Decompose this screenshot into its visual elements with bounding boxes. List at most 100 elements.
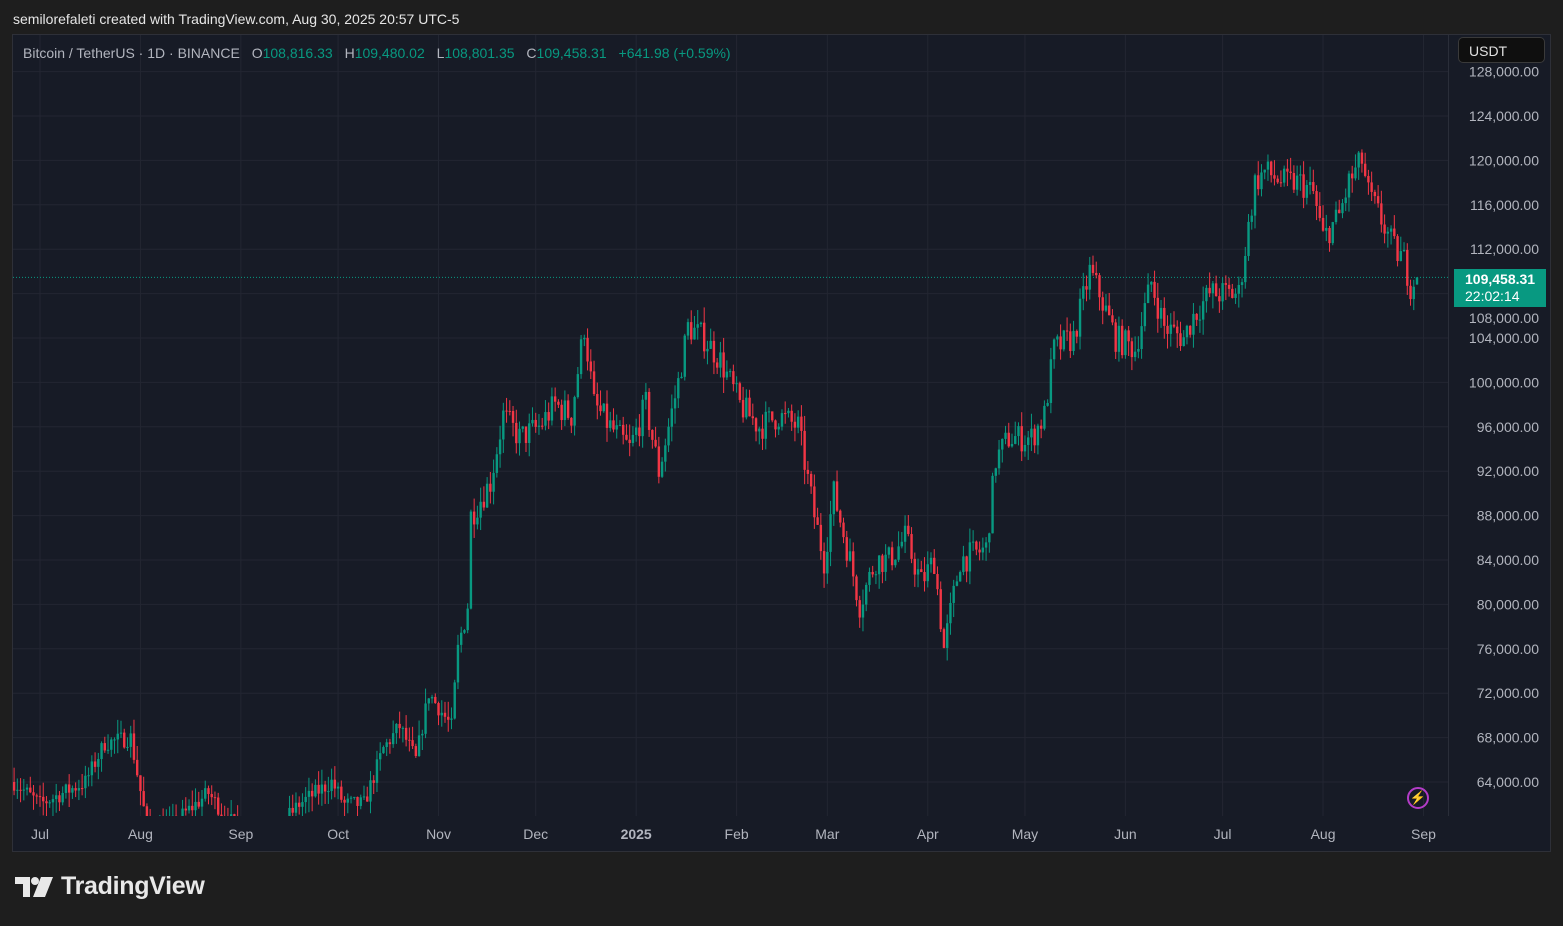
candle-body — [272, 840, 274, 845]
candle — [314, 779, 317, 798]
candle — [1192, 303, 1195, 348]
candle — [622, 416, 625, 445]
candle-body — [602, 403, 605, 412]
candle-body — [848, 551, 852, 561]
candle-body — [651, 429, 654, 440]
candle-body — [1143, 303, 1147, 327]
candle-body — [907, 525, 910, 535]
candle — [903, 515, 907, 554]
chart-frame[interactable] — [12, 34, 1551, 852]
tradingview-logo-icon — [15, 876, 53, 897]
candle — [1227, 277, 1231, 297]
candle-body — [725, 371, 729, 378]
candle — [1315, 185, 1318, 221]
candle — [1370, 171, 1373, 202]
candle-body — [686, 322, 690, 336]
candle-body — [310, 790, 314, 797]
candle-body — [592, 371, 596, 395]
candle-body — [1260, 172, 1263, 190]
currency-button[interactable]: USDT — [1458, 37, 1545, 63]
candle — [430, 694, 434, 704]
candle — [923, 557, 926, 592]
candle-body — [553, 396, 557, 402]
candle-body — [1004, 432, 1007, 439]
candle-body — [599, 405, 602, 412]
candle-body — [97, 759, 100, 767]
candle-body — [586, 337, 589, 362]
candle — [732, 364, 735, 392]
candle — [767, 407, 771, 423]
candle-body — [16, 789, 19, 791]
candle-body — [404, 727, 408, 740]
candle — [174, 804, 178, 816]
candle — [1299, 165, 1302, 191]
candle-body — [1208, 287, 1211, 294]
candle-body — [142, 791, 145, 807]
lightning-icon[interactable]: ⚡ — [1407, 787, 1429, 809]
candle — [852, 542, 855, 587]
candle-body — [541, 425, 544, 427]
candle-body — [187, 805, 191, 811]
symbol-name[interactable]: Bitcoin / TetherUS · 1D · BINANCE — [23, 45, 240, 61]
candle-body — [1373, 191, 1377, 197]
candle — [489, 471, 492, 504]
candle-body — [110, 739, 113, 750]
candle — [1289, 157, 1292, 180]
candle — [1088, 256, 1091, 300]
time-tick-label: Oct — [327, 826, 349, 842]
candle — [42, 782, 45, 816]
candle — [537, 414, 541, 435]
candle — [123, 728, 126, 749]
price-tick-label: 124,000.00 — [1469, 108, 1539, 124]
candle-body — [997, 449, 1001, 469]
candle-body — [482, 501, 486, 508]
candle — [631, 426, 635, 447]
candle-body — [751, 416, 754, 419]
candle-body — [949, 602, 952, 624]
candle-body — [220, 814, 223, 816]
candle — [443, 701, 447, 723]
candle — [599, 390, 602, 416]
candle — [865, 582, 868, 612]
candle — [169, 806, 171, 816]
candle-body — [90, 761, 94, 776]
candle — [660, 457, 664, 478]
candle-body — [174, 815, 178, 816]
candle — [764, 401, 767, 450]
candle-body — [654, 439, 657, 447]
candle-body — [748, 397, 751, 417]
candle-body — [1295, 175, 1299, 190]
candle — [1354, 154, 1357, 181]
candle-body — [816, 517, 819, 525]
candle — [955, 575, 959, 587]
price-tick-label: 108,000.00 — [1469, 310, 1539, 326]
candle-body — [1263, 169, 1266, 173]
candle-body — [349, 797, 353, 799]
candle — [871, 565, 874, 578]
candle — [1069, 323, 1072, 358]
time-tick-label: Aug — [1311, 826, 1336, 842]
candle — [1189, 325, 1192, 338]
candle-body — [80, 788, 84, 790]
candle-body — [492, 472, 495, 492]
candle — [1383, 214, 1386, 244]
candle-body — [1201, 301, 1205, 320]
candle-body — [641, 399, 644, 437]
candle — [388, 738, 392, 754]
candle — [848, 538, 852, 562]
candle-body — [958, 572, 962, 582]
candle-body — [479, 501, 482, 518]
candle — [375, 750, 379, 793]
candle-body — [991, 475, 994, 534]
last-price: 109,458.31 — [1465, 271, 1536, 287]
candle — [51, 794, 55, 816]
candle — [1082, 272, 1085, 311]
candle — [842, 517, 845, 544]
candle — [165, 809, 167, 816]
candle — [521, 425, 524, 433]
candle-body — [453, 682, 456, 719]
candle — [469, 509, 473, 610]
candle-body — [1247, 221, 1250, 256]
candle — [476, 505, 479, 530]
